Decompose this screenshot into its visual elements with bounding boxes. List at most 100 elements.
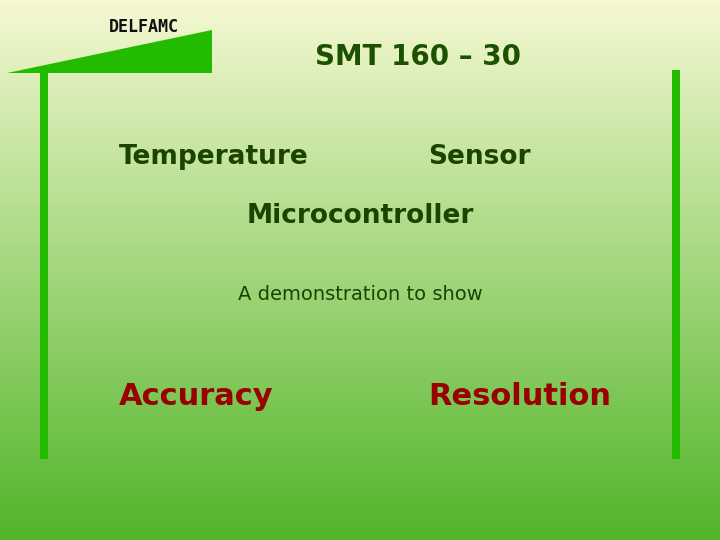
- Bar: [0, 392, 720, 393]
- Bar: [0, 356, 720, 357]
- Bar: [0, 338, 720, 339]
- Bar: [0, 62, 720, 63]
- Bar: [0, 502, 720, 503]
- Bar: [0, 464, 720, 465]
- Bar: [0, 176, 720, 177]
- Bar: [0, 138, 720, 139]
- Bar: [0, 389, 720, 390]
- Bar: [0, 364, 720, 366]
- Bar: [0, 426, 720, 427]
- Bar: [0, 172, 720, 173]
- Bar: [0, 463, 720, 464]
- Bar: [0, 438, 720, 440]
- Bar: [0, 302, 720, 303]
- Bar: [0, 16, 720, 17]
- Bar: [0, 54, 720, 56]
- Bar: [0, 451, 720, 453]
- Bar: [0, 289, 720, 291]
- Bar: [0, 94, 720, 96]
- Bar: [0, 24, 720, 25]
- Bar: [0, 409, 720, 410]
- Bar: [0, 154, 720, 156]
- Bar: [0, 98, 720, 100]
- Bar: [0, 187, 720, 189]
- Bar: [0, 216, 720, 217]
- Bar: [0, 208, 720, 209]
- Bar: [0, 111, 720, 112]
- Bar: [0, 472, 720, 474]
- Bar: [0, 475, 720, 476]
- Bar: [0, 181, 720, 183]
- Bar: [0, 103, 720, 104]
- Bar: [0, 336, 720, 338]
- Bar: [0, 394, 720, 395]
- Bar: [0, 284, 720, 285]
- Bar: [0, 63, 720, 65]
- Bar: [0, 35, 720, 36]
- Bar: [0, 432, 720, 433]
- Bar: [0, 467, 720, 469]
- Bar: [0, 84, 720, 85]
- Bar: [0, 23, 720, 24]
- Bar: [0, 165, 720, 166]
- Bar: [0, 70, 720, 71]
- Bar: [0, 159, 720, 160]
- Bar: [0, 448, 720, 449]
- Bar: [0, 33, 720, 35]
- Bar: [0, 168, 720, 170]
- Bar: [0, 534, 720, 535]
- Bar: [0, 381, 720, 382]
- Bar: [0, 428, 720, 429]
- Bar: [0, 509, 720, 510]
- Bar: [0, 523, 720, 524]
- Bar: [0, 232, 720, 233]
- Bar: [0, 157, 720, 158]
- Bar: [0, 535, 720, 536]
- Bar: [0, 31, 720, 32]
- Bar: [0, 393, 720, 394]
- Bar: [0, 237, 720, 238]
- Bar: [0, 214, 720, 216]
- Bar: [0, 362, 720, 363]
- Polygon shape: [7, 30, 212, 73]
- Bar: [0, 170, 720, 172]
- Text: SMT 160 – 30: SMT 160 – 30: [315, 43, 521, 71]
- Bar: [0, 15, 720, 16]
- Bar: [0, 196, 720, 197]
- Bar: [0, 2, 720, 3]
- Bar: [0, 235, 720, 237]
- Bar: [0, 73, 720, 74]
- Bar: [0, 244, 720, 246]
- Bar: [0, 305, 720, 306]
- Bar: [0, 141, 720, 143]
- Bar: [0, 536, 720, 537]
- Bar: [0, 197, 720, 198]
- Bar: [0, 212, 720, 213]
- Bar: [0, 307, 720, 308]
- Bar: [0, 383, 720, 384]
- Bar: [0, 503, 720, 505]
- Bar: [0, 510, 720, 512]
- Bar: [0, 146, 720, 147]
- Bar: [0, 458, 720, 459]
- Text: Sensor: Sensor: [428, 144, 531, 170]
- Bar: [0, 49, 720, 50]
- Bar: [0, 259, 720, 260]
- Bar: [0, 287, 720, 289]
- Bar: [0, 532, 720, 534]
- Bar: [0, 108, 720, 109]
- Bar: [672, 70, 680, 459]
- Bar: [0, 350, 720, 351]
- Bar: [0, 222, 720, 224]
- Bar: [0, 324, 720, 325]
- Bar: [0, 388, 720, 389]
- Bar: [0, 271, 720, 273]
- Bar: [0, 122, 720, 123]
- Bar: [0, 421, 720, 422]
- Text: Accuracy: Accuracy: [119, 382, 274, 411]
- Bar: [0, 529, 720, 530]
- Bar: [0, 22, 720, 23]
- Bar: [0, 507, 720, 508]
- Bar: [0, 148, 720, 150]
- Bar: [0, 354, 720, 355]
